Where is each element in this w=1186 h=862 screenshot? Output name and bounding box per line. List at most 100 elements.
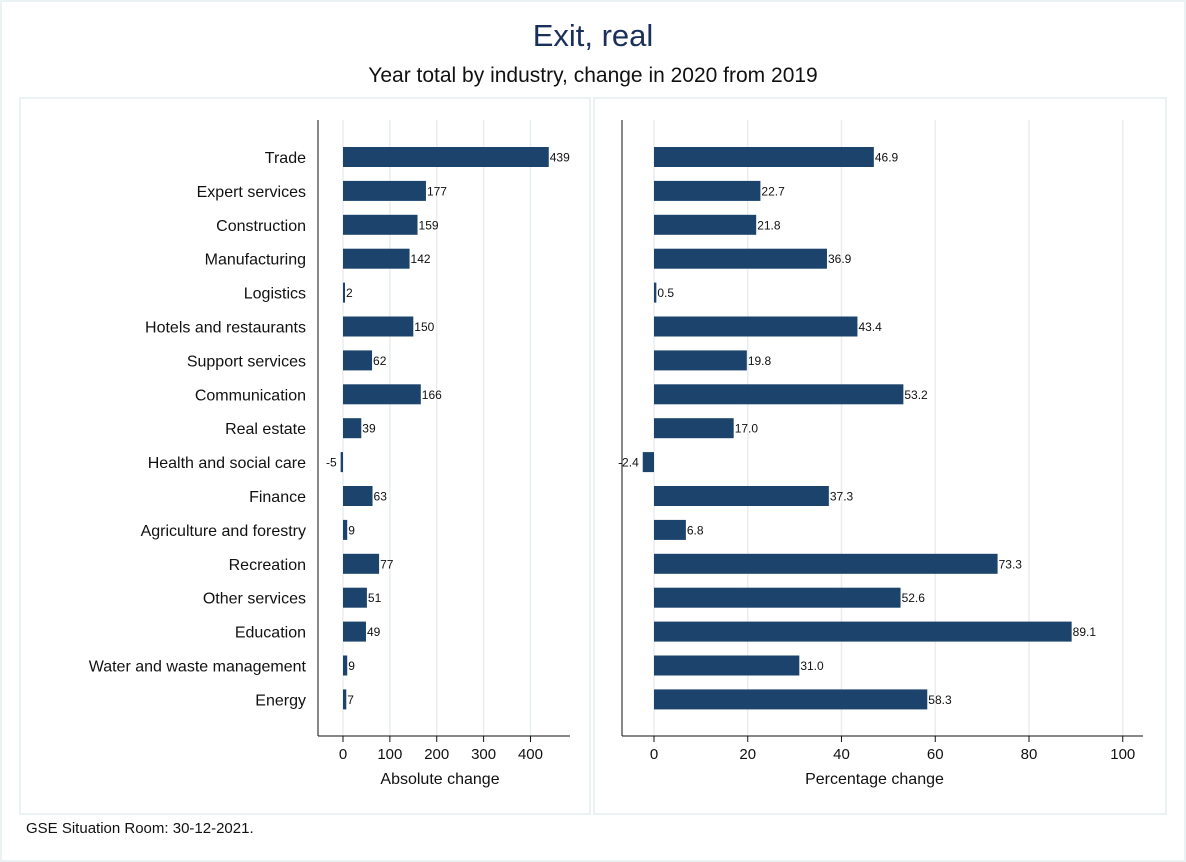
- category-label: Support services: [187, 353, 306, 370]
- category-label: Logistics: [244, 286, 306, 303]
- pct-data-label: 22.7: [761, 184, 785, 198]
- pct-data-label: 73.3: [999, 557, 1023, 571]
- abs-data-label: 166: [422, 388, 442, 402]
- pct-data-label: 52.6: [902, 591, 926, 605]
- pct-data-label: 21.8: [757, 218, 781, 232]
- category-label: Hotels and restaurants: [145, 320, 306, 337]
- pct-data-label: 46.9: [875, 151, 899, 165]
- abs-bar: [343, 689, 347, 710]
- pct-data-label: 19.8: [748, 354, 772, 368]
- pct-bar: [654, 316, 858, 337]
- abs-data-label: 39: [362, 422, 376, 436]
- pct-bar: [654, 418, 734, 439]
- pct-bar: [654, 180, 761, 201]
- abs-data-label: -5: [326, 456, 337, 470]
- abs-data-label: 9: [348, 659, 355, 673]
- abs-data-label: 63: [374, 490, 388, 504]
- abs-data-label: 7: [347, 693, 354, 707]
- category-label: Construction: [216, 218, 306, 235]
- abs-data-label: 142: [411, 252, 431, 266]
- left-panel-border: [19, 97, 591, 815]
- abs-data-label: 51: [368, 591, 382, 605]
- abs-x-tick-label: 100: [377, 746, 402, 763]
- pct-data-label: 36.9: [828, 252, 852, 266]
- pct-bar: [654, 282, 657, 303]
- category-label: Trade: [265, 150, 306, 167]
- abs-bar: [343, 486, 373, 506]
- pct-bar: [654, 147, 874, 167]
- pct-x-tick-label: 100: [1110, 746, 1135, 763]
- pct-x-tick-label: 20: [739, 746, 756, 763]
- pct-bar: [654, 248, 827, 269]
- pct-x-tick-label: 60: [927, 746, 944, 763]
- abs-data-label: 439: [550, 151, 570, 165]
- pct-data-label: 6.8: [687, 523, 704, 537]
- abs-x-tick-label: 200: [424, 746, 449, 763]
- pct-bar: [654, 553, 998, 574]
- abs-bar: [343, 621, 366, 642]
- pct-data-label: 89.1: [1073, 625, 1097, 639]
- pct-data-label: 43.4: [858, 320, 882, 334]
- chart-title: Exit, real: [532, 18, 654, 53]
- category-label: Expert services: [197, 184, 306, 201]
- category-label: Recreation: [229, 557, 306, 574]
- category-label: Water and waste management: [89, 659, 307, 676]
- category-label: Finance: [249, 489, 306, 506]
- abs-bar: [343, 553, 380, 574]
- category-label: Health and social care: [148, 455, 306, 472]
- pct-data-label: 53.2: [904, 388, 928, 402]
- abs-bar: [343, 384, 421, 405]
- pct-data-label: 58.3: [928, 693, 952, 707]
- abs-x-tick-label: 400: [518, 746, 543, 763]
- pct-data-label: 17.0: [735, 422, 759, 436]
- category-label: Other services: [203, 591, 306, 608]
- pct-bar: [642, 452, 654, 473]
- abs-bar: [343, 282, 345, 303]
- category-label: Real estate: [225, 421, 306, 438]
- abs-bar: [343, 316, 414, 337]
- percentage-change-panel: 0 20 40 60 80 100 Percentage change 46.9 22.7 21.…: [618, 120, 1143, 788]
- pct-bar: [654, 587, 901, 608]
- pct-data-label: -2.4: [618, 456, 639, 470]
- absolute-change-panel: 0 100 200 300 400 Absolute change 439 Trade 177 E…: [89, 120, 570, 788]
- category-label: Agriculture and forestry: [141, 523, 306, 540]
- pct-x-tick-label: 40: [833, 746, 850, 763]
- pct-x-tick-label: 0: [650, 746, 658, 763]
- right-panel-border: [593, 97, 1167, 815]
- pct-data-label: 0.5: [657, 286, 674, 300]
- abs-bar: [343, 418, 362, 439]
- pct-x-axis-label: Percentage change: [805, 771, 944, 788]
- pct-data-label: 37.3: [830, 490, 854, 504]
- pct-bar: [654, 384, 904, 405]
- chart-subtitle: Year total by industry, change in 2020 f…: [368, 64, 818, 87]
- abs-data-label: 77: [380, 557, 394, 571]
- abs-bar: [343, 350, 373, 371]
- abs-x-tick-label: 300: [471, 746, 496, 763]
- abs-data-label: 62: [373, 354, 387, 368]
- pct-x-tick-label: 80: [1021, 746, 1038, 763]
- pct-bar: [654, 486, 829, 506]
- abs-x-tick-label: 0: [339, 746, 347, 763]
- category-label: Education: [235, 625, 306, 642]
- category-label: Communication: [195, 387, 306, 404]
- abs-bar: [343, 147, 549, 167]
- pct-bar: [654, 689, 928, 710]
- category-label: Manufacturing: [205, 252, 306, 269]
- source-footer: GSE Situation Room: 30-12-2021.: [26, 820, 254, 837]
- abs-bar: [343, 655, 348, 676]
- abs-bar: [340, 452, 343, 473]
- abs-bar: [343, 587, 367, 608]
- abs-bar: [343, 214, 418, 235]
- abs-bar: [343, 180, 426, 201]
- category-label: Energy: [255, 692, 306, 709]
- abs-data-label: 150: [414, 320, 434, 334]
- pct-data-label: 31.0: [800, 659, 824, 673]
- abs-x-axis-label: Absolute change: [380, 771, 499, 788]
- abs-bar: [343, 519, 348, 540]
- abs-data-label: 177: [427, 184, 447, 198]
- pct-bar: [654, 519, 686, 540]
- abs-data-label: 2: [346, 286, 353, 300]
- abs-data-label: 49: [367, 625, 381, 639]
- abs-data-label: 9: [348, 523, 355, 537]
